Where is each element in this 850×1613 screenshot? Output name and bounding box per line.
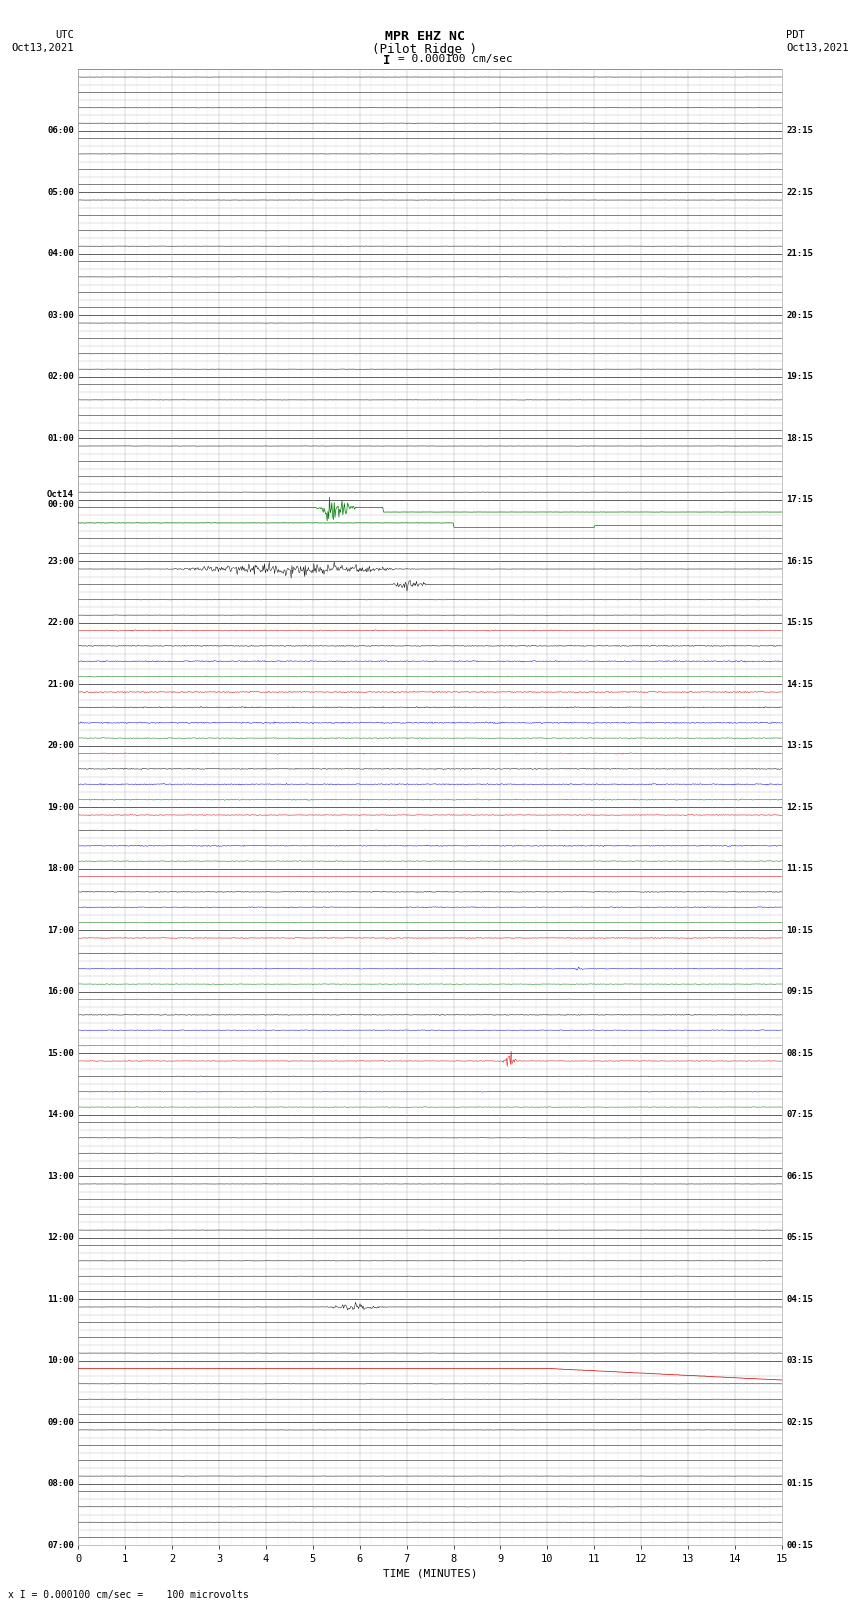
Text: 03:15: 03:15 xyxy=(786,1357,813,1365)
Text: 01:00: 01:00 xyxy=(47,434,74,444)
Text: 08:00: 08:00 xyxy=(47,1479,74,1489)
Text: 13:00: 13:00 xyxy=(47,1171,74,1181)
Text: 22:00: 22:00 xyxy=(47,618,74,627)
Text: 20:15: 20:15 xyxy=(786,311,813,319)
Text: 07:15: 07:15 xyxy=(786,1110,813,1119)
Text: 06:15: 06:15 xyxy=(786,1171,813,1181)
Text: MPR EHZ NC: MPR EHZ NC xyxy=(385,31,465,44)
Text: 09:00: 09:00 xyxy=(47,1418,74,1428)
Text: 01:15: 01:15 xyxy=(786,1479,813,1489)
Text: 12:15: 12:15 xyxy=(786,803,813,811)
Text: 05:00: 05:00 xyxy=(47,187,74,197)
Text: Oct14
00:00: Oct14 00:00 xyxy=(47,490,74,510)
Text: = 0.000100 cm/sec: = 0.000100 cm/sec xyxy=(398,53,513,65)
Text: 04:00: 04:00 xyxy=(47,250,74,258)
Text: 16:00: 16:00 xyxy=(47,987,74,997)
Text: 11:15: 11:15 xyxy=(786,865,813,873)
Text: 07:00: 07:00 xyxy=(47,1540,74,1550)
Text: 12:00: 12:00 xyxy=(47,1234,74,1242)
Text: PDT: PDT xyxy=(786,31,805,40)
Text: 14:15: 14:15 xyxy=(786,679,813,689)
Text: (Pilot Ridge ): (Pilot Ridge ) xyxy=(372,44,478,56)
Text: 00:15: 00:15 xyxy=(786,1540,813,1550)
Text: 10:00: 10:00 xyxy=(47,1357,74,1365)
Text: 20:00: 20:00 xyxy=(47,742,74,750)
Text: 13:15: 13:15 xyxy=(786,742,813,750)
Text: 18:00: 18:00 xyxy=(47,865,74,873)
Text: 17:00: 17:00 xyxy=(47,926,74,936)
Text: 22:15: 22:15 xyxy=(786,187,813,197)
Text: 21:00: 21:00 xyxy=(47,679,74,689)
Text: 19:00: 19:00 xyxy=(47,803,74,811)
Text: 23:00: 23:00 xyxy=(47,556,74,566)
Text: Oct13,2021: Oct13,2021 xyxy=(786,44,849,53)
Text: I: I xyxy=(383,53,390,68)
Text: 02:15: 02:15 xyxy=(786,1418,813,1428)
Text: 05:15: 05:15 xyxy=(786,1234,813,1242)
Text: 16:15: 16:15 xyxy=(786,556,813,566)
Text: 06:00: 06:00 xyxy=(47,126,74,135)
Text: 10:15: 10:15 xyxy=(786,926,813,936)
Text: 15:15: 15:15 xyxy=(786,618,813,627)
Text: Oct13,2021: Oct13,2021 xyxy=(11,44,74,53)
Text: 03:00: 03:00 xyxy=(47,311,74,319)
Text: 21:15: 21:15 xyxy=(786,250,813,258)
Text: x I = 0.000100 cm/sec =    100 microvolts: x I = 0.000100 cm/sec = 100 microvolts xyxy=(8,1590,249,1600)
Text: 09:15: 09:15 xyxy=(786,987,813,997)
Text: 11:00: 11:00 xyxy=(47,1295,74,1303)
Text: 04:15: 04:15 xyxy=(786,1295,813,1303)
Text: 08:15: 08:15 xyxy=(786,1048,813,1058)
Text: 18:15: 18:15 xyxy=(786,434,813,444)
Text: 19:15: 19:15 xyxy=(786,373,813,381)
Text: UTC: UTC xyxy=(55,31,74,40)
X-axis label: TIME (MINUTES): TIME (MINUTES) xyxy=(382,1568,478,1579)
Text: 17:15: 17:15 xyxy=(786,495,813,505)
Text: 15:00: 15:00 xyxy=(47,1048,74,1058)
Text: 23:15: 23:15 xyxy=(786,126,813,135)
Text: 14:00: 14:00 xyxy=(47,1110,74,1119)
Text: 02:00: 02:00 xyxy=(47,373,74,381)
